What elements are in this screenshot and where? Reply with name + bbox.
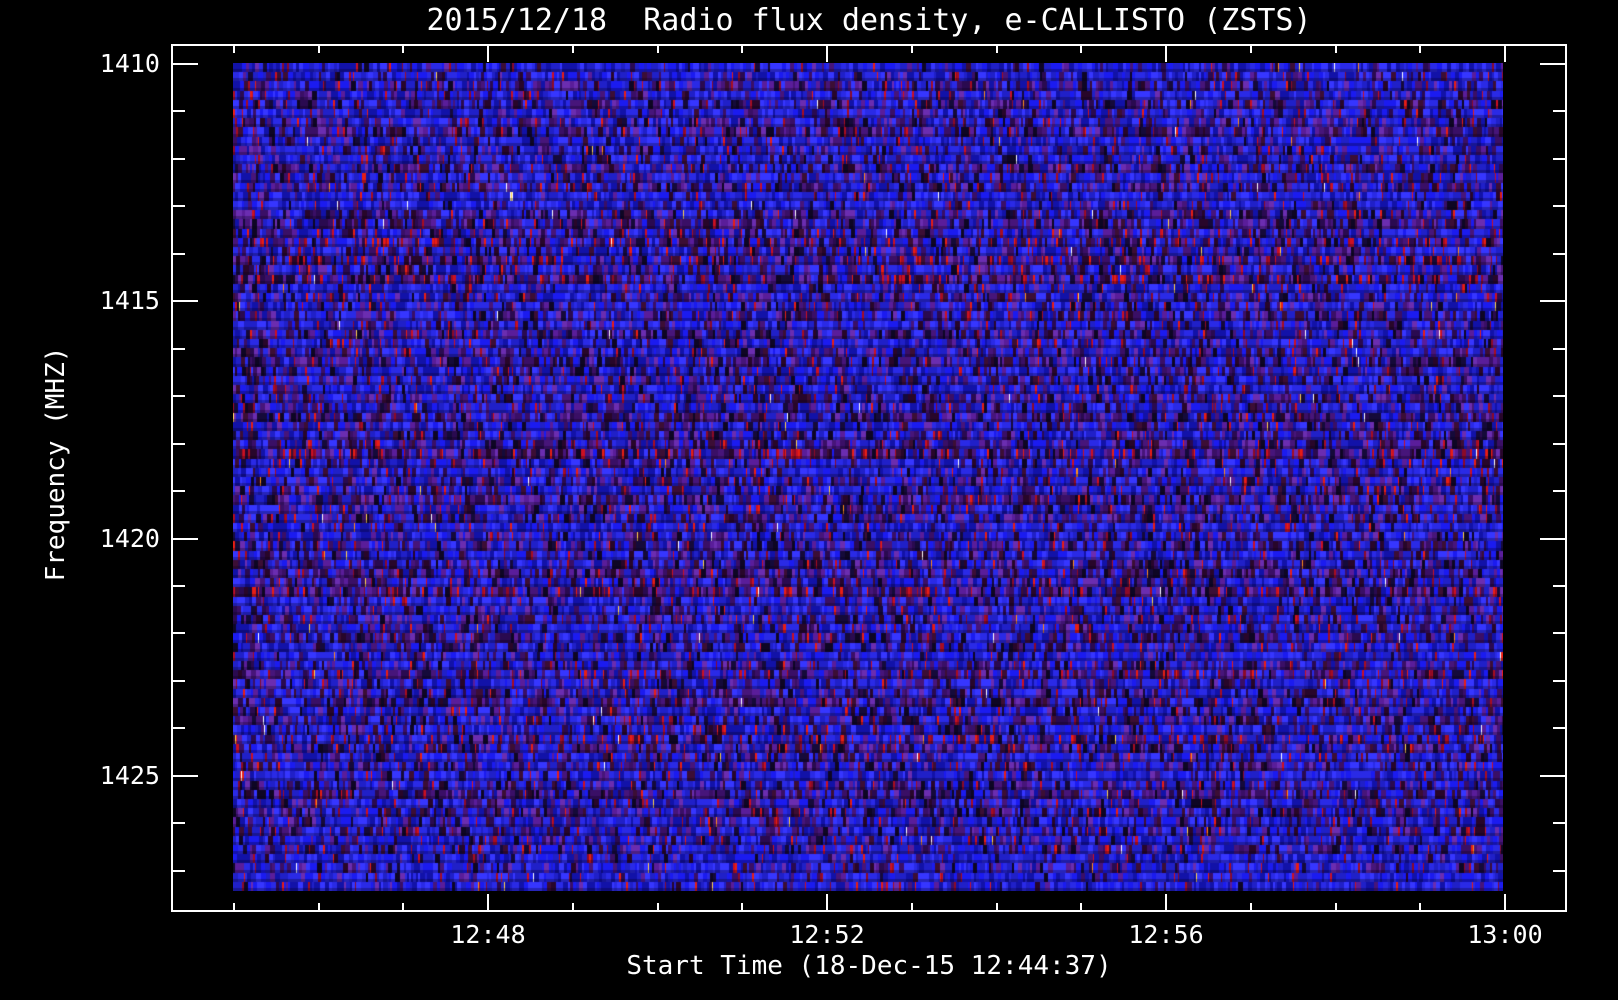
x-tick-label: 13:00 (1467, 920, 1543, 949)
chart-title: 2015/12/18 Radio flux density, e-CALLIST… (426, 3, 1312, 38)
x-minor-tick-bottom (996, 903, 998, 911)
y-major-tick-left (172, 63, 198, 65)
x-major-tick-top (487, 45, 489, 62)
y-major-tick-left (172, 300, 198, 302)
y-minor-tick-left (172, 822, 185, 824)
x-minor-tick-top (741, 45, 743, 53)
y-major-tick-right (1540, 63, 1566, 65)
spectrogram-canvas (233, 63, 1503, 891)
y-major-tick-right (1540, 538, 1566, 540)
y-tick-label: 1420 (99, 524, 160, 553)
y-minor-tick-left (172, 680, 185, 682)
x-major-tick-bottom (826, 894, 828, 911)
x-minor-tick-top (911, 45, 913, 53)
y-minor-tick-right (1553, 870, 1566, 872)
x-axis-label: Start Time (18-Dec-15 12:44:37) (626, 951, 1112, 981)
x-minor-tick-bottom (1250, 903, 1252, 911)
y-minor-tick-left (172, 253, 185, 255)
y-minor-tick-right (1553, 443, 1566, 445)
y-minor-tick-right (1553, 822, 1566, 824)
x-minor-tick-bottom (911, 903, 913, 911)
y-minor-tick-right (1553, 205, 1566, 207)
y-minor-tick-left (172, 632, 185, 634)
x-minor-tick-bottom (1335, 903, 1337, 911)
y-tick-label: 1410 (99, 49, 160, 78)
y-tick-label: 1425 (99, 761, 160, 790)
x-minor-tick-top (996, 45, 998, 53)
x-minor-tick-top (318, 45, 320, 53)
x-minor-tick-bottom (657, 903, 659, 911)
x-minor-tick-top (1335, 45, 1337, 53)
x-minor-tick-bottom (1419, 903, 1421, 911)
x-minor-tick-top (1250, 45, 1252, 53)
x-minor-tick-bottom (318, 903, 320, 911)
y-major-tick-left (172, 538, 198, 540)
x-major-tick-top (1165, 45, 1167, 62)
x-minor-tick-top (1080, 45, 1082, 53)
y-minor-tick-left (172, 727, 185, 729)
y-major-tick-right (1540, 300, 1566, 302)
x-tick-label: 12:48 (450, 920, 526, 949)
y-tick-label: 1415 (99, 286, 160, 315)
y-minor-tick-right (1553, 727, 1566, 729)
y-minor-tick-left (172, 585, 185, 587)
y-major-tick-left (172, 775, 198, 777)
y-minor-tick-left (172, 443, 185, 445)
x-minor-tick-bottom (572, 903, 574, 911)
x-major-tick-bottom (1165, 894, 1167, 911)
x-minor-tick-top (572, 45, 574, 53)
x-minor-tick-top (402, 45, 404, 53)
x-minor-tick-top (233, 45, 235, 53)
x-major-tick-bottom (487, 894, 489, 911)
x-tick-label: 12:52 (789, 920, 865, 949)
y-minor-tick-right (1553, 348, 1566, 350)
x-minor-tick-bottom (741, 903, 743, 911)
y-axis-label: Frequency (MHZ) (41, 346, 71, 582)
y-major-tick-right (1540, 775, 1566, 777)
y-minor-tick-left (172, 870, 185, 872)
x-minor-tick-bottom (233, 903, 235, 911)
y-minor-tick-left (172, 110, 185, 112)
y-minor-tick-right (1553, 585, 1566, 587)
y-minor-tick-left (172, 348, 185, 350)
x-major-tick-top (826, 45, 828, 62)
x-tick-label: 12:56 (1128, 920, 1204, 949)
y-minor-tick-right (1553, 632, 1566, 634)
y-minor-tick-left (172, 490, 185, 492)
y-minor-tick-right (1553, 110, 1566, 112)
x-minor-tick-top (1419, 45, 1421, 53)
x-minor-tick-bottom (402, 903, 404, 911)
x-minor-tick-top (657, 45, 659, 53)
y-minor-tick-left (172, 205, 185, 207)
y-minor-tick-right (1553, 158, 1566, 160)
x-major-tick-top (1504, 45, 1506, 62)
x-major-tick-bottom (1504, 894, 1506, 911)
y-minor-tick-right (1553, 680, 1566, 682)
y-minor-tick-right (1553, 253, 1566, 255)
y-minor-tick-left (172, 158, 185, 160)
y-minor-tick-left (172, 395, 185, 397)
y-minor-tick-right (1553, 395, 1566, 397)
x-minor-tick-bottom (1080, 903, 1082, 911)
y-minor-tick-right (1553, 490, 1566, 492)
